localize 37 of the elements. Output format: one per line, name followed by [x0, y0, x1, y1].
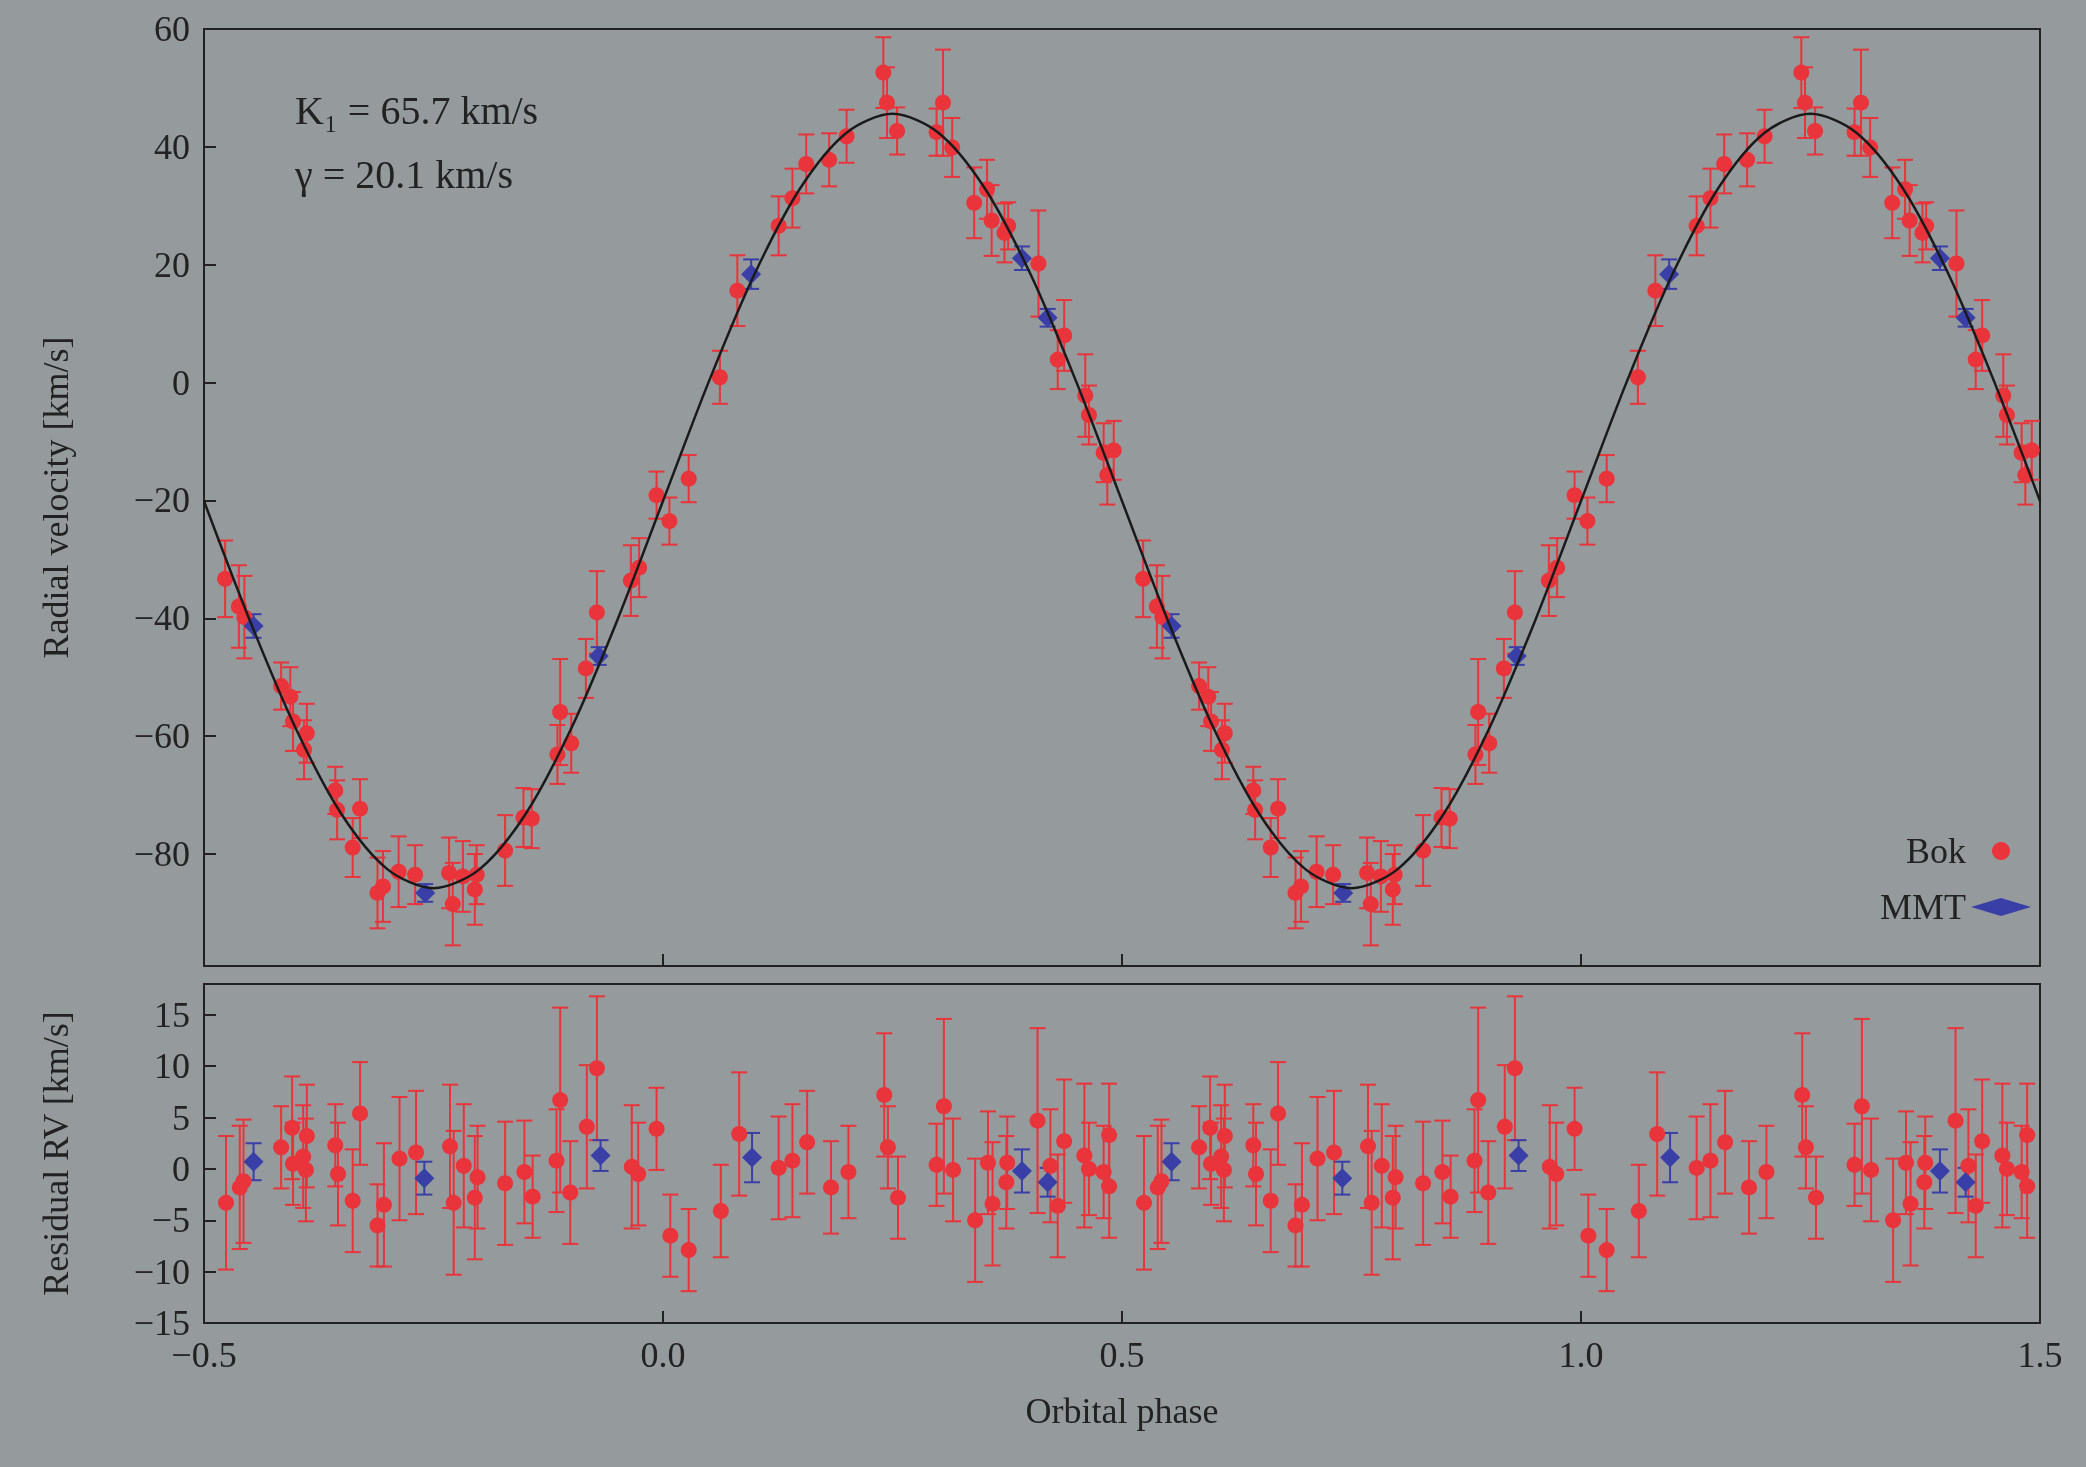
point [1660, 1147, 1681, 1168]
x-tick-label: 1.0 [1558, 1335, 1604, 1375]
y-tick-label: 0 [172, 362, 190, 403]
point [1037, 1172, 1058, 1193]
y-tick-label: 0 [172, 1148, 190, 1189]
x-tick-label: 0.5 [1099, 1335, 1145, 1375]
point [1929, 1160, 1950, 1181]
y-tick-label: −40 [133, 598, 190, 639]
y-tick-label: 60 [154, 9, 190, 49]
y-axis-title: Residual RV [km/s] [36, 1011, 76, 1296]
legend-label: Bok [1905, 831, 1966, 871]
annotation: K₁ = 65.7 km/s [295, 87, 539, 133]
point [590, 1145, 611, 1166]
y-axis-title: Radial velocity [km/s] [36, 336, 76, 659]
point [1955, 1172, 1976, 1193]
legend-label: MMT [1879, 887, 1966, 927]
point [742, 1147, 763, 1168]
point [1332, 1168, 1353, 1189]
y-tick-label: 40 [154, 126, 190, 167]
y-tick-label: −20 [133, 480, 190, 521]
y-tick-label: −80 [133, 834, 190, 875]
x-axis-title: Orbital phase [1025, 1391, 1219, 1431]
point [243, 1151, 264, 1172]
point [1508, 1145, 1529, 1166]
y-tick-label: −10 [133, 1251, 190, 1292]
y-tick-label: 15 [154, 994, 190, 1035]
x-tick-label: 1.5 [2017, 1335, 2063, 1375]
point [414, 1168, 435, 1189]
y-tick-label: 10 [154, 1046, 190, 1087]
annotation: γ = 20.1 km/s [294, 151, 514, 197]
y-tick-label: −5 [151, 1200, 190, 1241]
point [1161, 1151, 1182, 1172]
y-tick-label: 20 [154, 244, 190, 285]
y-tick-label: 5 [172, 1097, 190, 1138]
point [1011, 1160, 1032, 1181]
y-tick-label: −60 [133, 716, 190, 757]
x-tick-label: 0.0 [640, 1335, 686, 1375]
